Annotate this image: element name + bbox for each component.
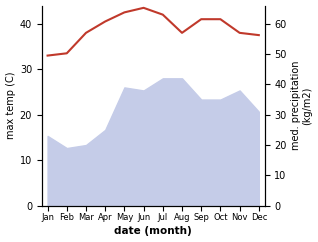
Y-axis label: med. precipitation
(kg/m2): med. precipitation (kg/m2) [291,61,313,150]
Y-axis label: max temp (C): max temp (C) [5,72,16,139]
X-axis label: date (month): date (month) [114,227,192,236]
